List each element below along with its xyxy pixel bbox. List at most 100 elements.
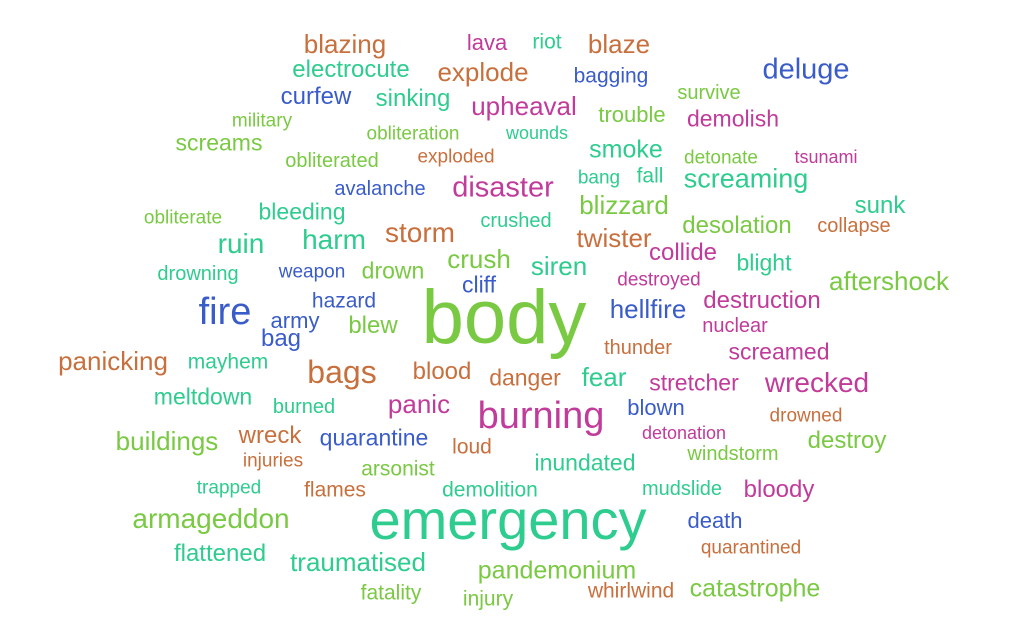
word-upheaval: upheaval (471, 91, 577, 121)
word-destroyed: destroyed (617, 269, 701, 291)
word-traumatised: traumatised (290, 547, 426, 577)
word-wounds: wounds (505, 123, 569, 143)
word-desolation: desolation (682, 212, 792, 239)
word-bleeding: bleeding (258, 198, 346, 225)
word-exploded: exploded (417, 146, 495, 168)
word-drowned: drowned (769, 405, 843, 427)
word-panicking: panicking (58, 346, 168, 376)
word-sunk: sunk (854, 192, 906, 219)
word-injury: injury (462, 587, 514, 611)
word-bang: bang (577, 167, 621, 189)
word-mudslide: mudslide (641, 478, 723, 500)
word-bloody: bloody (743, 476, 815, 503)
word-cliff: cliff (461, 271, 497, 298)
word-catastrophe: catastrophe (689, 574, 821, 603)
word-trapped: trapped (196, 477, 262, 499)
word-body: body (421, 275, 587, 360)
word-armageddon: armageddon (132, 503, 290, 534)
word-storm: storm (385, 217, 455, 248)
word-explode: explode (437, 57, 529, 87)
word-blaze: blaze (587, 29, 651, 59)
word-burning: burning (477, 395, 605, 437)
word-windstorm: windstorm (687, 443, 779, 465)
word-nuclear: nuclear (702, 315, 768, 337)
word-danger: danger (489, 364, 561, 391)
word-burned: burned (272, 396, 336, 418)
word-fall: fall (636, 164, 664, 188)
word-destroy: destroy (807, 427, 887, 454)
word-quarantined: quarantined (700, 537, 802, 559)
word-obliteration: obliteration (366, 123, 460, 145)
word-lava: lava (466, 30, 508, 55)
word-military: military (231, 110, 293, 132)
word-drown: drown (361, 257, 425, 284)
word-bagging: bagging (573, 64, 649, 88)
word-hellfire: hellfire (609, 294, 687, 324)
word-flattened: flattened (173, 540, 267, 567)
word-crush: crush (447, 244, 511, 274)
word-destruction: destruction (703, 287, 821, 314)
word-demolish: demolish (686, 105, 780, 132)
word-twister: twister (576, 223, 652, 253)
word-emergency: emergency (369, 488, 647, 551)
word-collide: collide (648, 239, 718, 266)
word-whirlwind: whirlwind (587, 579, 675, 603)
word-tsunami: tsunami (794, 147, 858, 167)
word-fear: fear (581, 362, 627, 392)
word-meltdown: meltdown (153, 383, 253, 410)
word-deluge: deluge (762, 53, 850, 86)
word-detonation: detonation (641, 423, 727, 443)
word-smoke: smoke (589, 135, 663, 164)
word-avalanche: avalanche (334, 178, 426, 200)
word-disaster: disaster (452, 171, 554, 204)
word-hazard: hazard (311, 289, 377, 313)
word-flames: flames (304, 478, 366, 502)
word-death: death (687, 508, 743, 533)
word-blizzard: blizzard (579, 190, 669, 220)
word-fatality: fatality (360, 581, 422, 605)
word-trouble: trouble (598, 102, 666, 127)
word-screams: screams (175, 129, 263, 156)
word-collapse: collapse (817, 215, 891, 237)
word-pandemonium: pandemonium (477, 556, 637, 585)
word-bag: bag (260, 325, 302, 352)
word-weapon: weapon (278, 261, 346, 283)
word-obliterated: obliterated (285, 150, 379, 172)
word-wreck: wreck (238, 422, 302, 449)
word-panic: panic (387, 389, 451, 419)
word-electrocute: electrocute (292, 56, 410, 83)
word-blown: blown (627, 395, 685, 420)
word-buildings: buildings (115, 426, 219, 456)
word-screamed: screamed (728, 338, 830, 365)
word-blazing: blazing (303, 29, 387, 59)
word-drowning: drowning (157, 263, 239, 285)
word-curfew: curfew (280, 83, 352, 110)
word-thunder: thunder (604, 337, 672, 359)
word-injuries: injuries (242, 450, 304, 472)
word-inundated: inundated (534, 449, 636, 476)
word-harm: harm (302, 224, 366, 255)
word-crushed: crushed (480, 210, 552, 232)
word-mayhem: mayhem (187, 350, 269, 374)
word-ruin: ruin (217, 228, 265, 259)
word-wrecked: wrecked (764, 367, 870, 398)
word-stretcher: stretcher (649, 369, 739, 396)
word-screaming: screaming (683, 163, 809, 194)
word-arsonist: arsonist (361, 457, 435, 481)
word-survive: survive (677, 82, 741, 104)
word-demolition: demolition (442, 478, 538, 502)
word-blight: blight (736, 249, 792, 276)
word-blew: blew (348, 312, 398, 339)
word-aftershock: aftershock (829, 266, 949, 296)
word-quarantine: quarantine (319, 424, 429, 451)
word-bags: bags (307, 354, 377, 390)
word-riot: riot (532, 30, 562, 54)
word-loud: loud (452, 435, 492, 459)
word-obliterate: obliterate (143, 207, 223, 229)
word-army: army (270, 308, 320, 333)
word-fire: fire (198, 291, 252, 333)
word-sinking: sinking (375, 85, 451, 112)
word-siren: siren (530, 251, 588, 281)
word-detonate: detonate (684, 147, 758, 169)
